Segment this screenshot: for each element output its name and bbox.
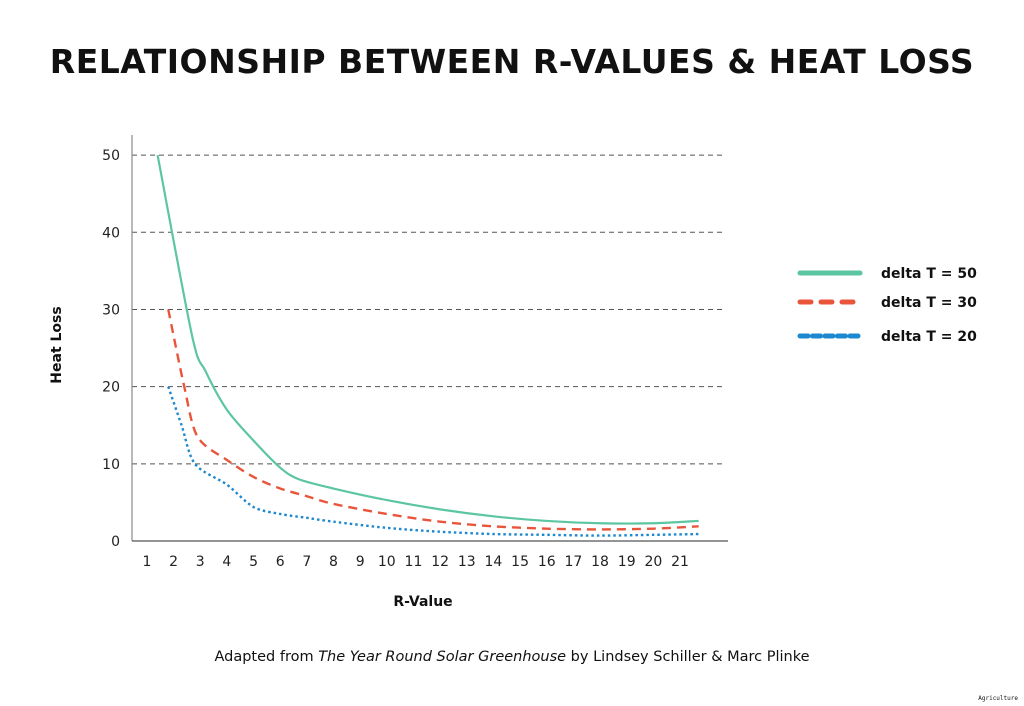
x-tick-label: 7	[302, 554, 311, 570]
x-tick-label: 1	[142, 554, 151, 570]
y-tick-label: 20	[102, 380, 120, 396]
series-line-dotted	[167, 386, 699, 537]
x-tick-label: 4	[222, 554, 231, 570]
y-tick-label: 40	[102, 225, 120, 241]
legend-label: delta T = 50	[881, 266, 977, 282]
x-tick-label: 9	[356, 554, 365, 570]
caption-prefix: Adapted from	[214, 649, 319, 665]
x-tick-label: 6	[276, 554, 285, 570]
y-tick-label: 50	[102, 148, 120, 164]
x-tick-label: 11	[405, 554, 423, 570]
x-tick-label: 18	[591, 554, 609, 570]
x-tick-label: 17	[564, 554, 582, 570]
x-tick-label: 21	[671, 554, 689, 570]
chart-title: RELATIONSHIP BETWEEN R-VALUES & HEAT LOS…	[49, 42, 975, 81]
source-caption: Adapted from The Year Round Solar Greenh…	[0, 649, 1024, 665]
series-line-dashed	[167, 309, 699, 531]
caption-suffix: by Lindsey Schiller & Marc Plinke	[566, 649, 810, 665]
x-tick-label: 15	[511, 554, 529, 570]
x-axis-label: R-Value	[393, 594, 453, 610]
x-tick-label: 3	[196, 554, 205, 570]
x-tick-label: 2	[169, 554, 178, 570]
x-tick-label: 12	[431, 554, 449, 570]
caption-book-title: The Year Round Solar Greenhouse	[318, 649, 567, 665]
x-tick-label: 20	[644, 554, 662, 570]
x-tick-label: 10	[378, 554, 396, 570]
series-line-solid	[156, 154, 699, 525]
x-tick-label: 19	[618, 554, 636, 570]
x-tick-label: 8	[329, 554, 338, 570]
x-tick-label: 14	[485, 554, 503, 570]
y-tick-label: 10	[102, 457, 120, 473]
x-tick-label: 13	[458, 554, 476, 570]
x-tick-label: 16	[538, 554, 556, 570]
watermark: Agriculture	[978, 695, 1018, 702]
y-tick-label: 30	[102, 302, 120, 318]
y-tick-label: 0	[111, 534, 120, 550]
x-tick-label: 5	[249, 554, 258, 570]
legend-label: delta T = 30	[881, 295, 977, 311]
legend-label: delta T = 20	[881, 329, 977, 345]
